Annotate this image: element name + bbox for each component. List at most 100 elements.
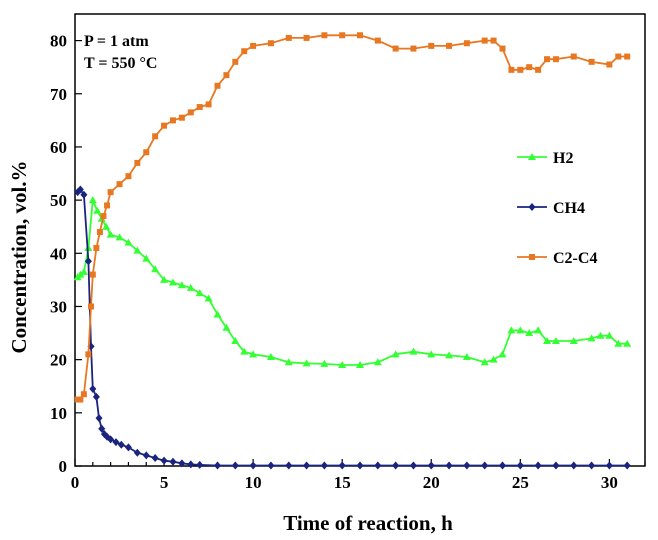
data-point-ch4: [187, 460, 195, 469]
data-point-ch4: [463, 461, 471, 470]
data-point-ch4: [98, 424, 106, 433]
data-point-h2: [498, 350, 507, 358]
x-tick-label: 15: [334, 473, 351, 492]
data-point-h2: [168, 278, 177, 286]
x-tick-label: 5: [160, 473, 169, 492]
data-point-h2: [195, 289, 204, 297]
data-point-h2: [489, 355, 498, 363]
y-tick-label: 70: [50, 85, 67, 104]
y-tick-label: 40: [50, 244, 67, 263]
data-point-h2: [391, 350, 400, 358]
data-point-c2-c4: [205, 101, 212, 108]
data-point-h2: [102, 222, 111, 230]
data-point-h2: [480, 358, 489, 366]
data-point-h2: [106, 230, 115, 238]
data-point-ch4: [356, 461, 364, 470]
data-point-ch4: [89, 384, 97, 393]
data-point-ch4: [214, 461, 221, 470]
data-point-c2-c4: [508, 66, 515, 73]
y-tick-label: 80: [50, 32, 67, 51]
data-point-h2: [507, 326, 516, 334]
data-point-ch4: [338, 461, 346, 470]
data-point-ch4: [160, 456, 168, 465]
data-point-ch4: [117, 440, 125, 449]
data-point-ch4: [499, 461, 506, 470]
y-tick-label: 30: [50, 297, 67, 316]
series-line-c2-c4: [77, 34, 628, 401]
data-point-c2-c4: [517, 66, 524, 73]
data-point-c2-c4: [152, 133, 159, 140]
data-point-c2-c4: [392, 45, 399, 52]
data-point-c2-c4: [77, 396, 84, 403]
data-point-h2: [240, 347, 249, 355]
data-point-ch4: [231, 461, 239, 470]
data-point-h2: [623, 339, 632, 347]
data-point-h2: [356, 360, 364, 368]
data-point-c2-c4: [535, 66, 542, 73]
y-axis-title: Concentration, vol.%: [7, 160, 31, 353]
x-tick-label: 25: [512, 473, 529, 492]
y-tick-label: 10: [50, 404, 67, 423]
data-point-h2: [284, 358, 293, 366]
data-point-h2: [516, 326, 525, 334]
data-point-ch4: [588, 461, 596, 470]
data-point-ch4: [169, 457, 177, 466]
data-point-ch4: [112, 438, 120, 447]
legend-label-c2-c4: C2-C4: [553, 250, 597, 267]
x-tick-label: 30: [601, 473, 618, 492]
series-ch4: [74, 185, 631, 470]
data-point-c2-c4: [357, 32, 363, 39]
data-point-h2: [543, 337, 552, 345]
legend-marker-ch4: [528, 203, 536, 211]
y-tick-label: 0: [59, 457, 68, 476]
data-point-ch4: [76, 185, 84, 194]
x-tick-label: 20: [423, 473, 440, 492]
data-point-h2: [596, 331, 605, 339]
data-point-ch4: [534, 461, 542, 470]
data-point-c2-c4: [588, 58, 595, 65]
x-tick-label: 10: [245, 473, 262, 492]
data-point-c2-c4: [544, 56, 551, 63]
data-point-c2-c4: [116, 181, 123, 188]
data-point-c2-c4: [410, 45, 417, 52]
data-point-ch4: [133, 448, 141, 457]
data-point-h2: [88, 196, 97, 204]
data-point-ch4: [320, 461, 328, 470]
data-point-h2: [462, 352, 471, 360]
data-point-c2-c4: [80, 391, 87, 398]
legend-label-h2: H2: [553, 150, 573, 167]
y-tick-label: 50: [50, 191, 67, 210]
data-point-c2-c4: [161, 122, 168, 129]
data-point-c2-c4: [490, 37, 497, 44]
data-point-c2-c4: [303, 34, 310, 41]
data-point-ch4: [142, 451, 150, 460]
data-point-h2: [409, 347, 418, 355]
data-point-h2: [151, 265, 160, 273]
data-point-c2-c4: [526, 64, 533, 71]
legend-label-ch4: CH4: [553, 200, 585, 217]
data-point-h2: [587, 334, 596, 342]
annotation-pressure: P = 1 atm: [84, 33, 149, 50]
data-point-c2-c4: [107, 189, 114, 196]
data-point-h2: [534, 326, 543, 334]
data-point-ch4: [267, 461, 275, 470]
legend: H2 CH4 C2-C4: [517, 150, 597, 267]
data-point-h2: [266, 352, 275, 360]
data-point-h2: [551, 337, 560, 345]
y-tick-label: 60: [50, 138, 67, 157]
data-point-h2: [93, 206, 102, 214]
data-point-c2-c4: [232, 58, 239, 65]
data-point-h2: [338, 360, 347, 368]
legend-marker-c2-c4: [529, 254, 535, 260]
data-point-h2: [222, 323, 231, 331]
annotation-temperature: T = 550 °C: [84, 55, 157, 72]
data-point-c2-c4: [178, 114, 185, 121]
data-point-ch4: [80, 190, 88, 199]
data-point-c2-c4: [285, 34, 292, 41]
data-point-c2-c4: [267, 40, 274, 47]
data-point-c2-c4: [321, 32, 328, 39]
data-point-h2: [76, 270, 85, 278]
data-point-h2: [373, 358, 382, 366]
data-point-ch4: [303, 461, 311, 470]
data-point-c2-c4: [374, 37, 381, 44]
